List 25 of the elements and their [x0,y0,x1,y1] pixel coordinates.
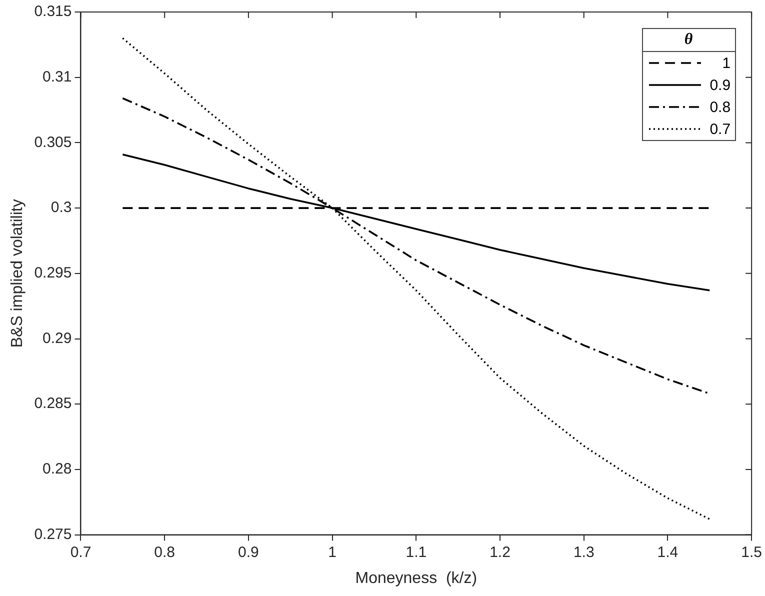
y-tick-label: 0.285 [34,395,72,412]
x-tick-label: 0.8 [154,544,176,561]
x-tick-label: 1 [328,544,336,561]
x-tick-label: 0.9 [238,544,259,561]
x-tick-label: 1.2 [490,544,510,561]
y-axis-title: B&S implied volatility [9,199,26,348]
y-tick-label: 0.275 [34,526,72,543]
x-tick-label: 1.3 [573,544,594,561]
y-tick-label: 0.3 [50,199,72,216]
y-tick-label: 0.31 [42,68,72,86]
y-tick-label: 0.29 [42,330,72,347]
legend-label: 0.7 [708,120,731,138]
x-tick-label: 0.7 [70,544,92,561]
legend-title: θ [642,29,735,52]
y-tick-label: 0.315 [34,3,72,20]
y-tick-label: 0.305 [34,134,72,151]
legend-label: 0.8 [708,98,731,116]
x-tick-label: 1.5 [741,544,762,561]
x-axis-title: Moneyness (k/z) [355,570,478,587]
x-tick-label: 1.1 [406,544,427,561]
y-tick-label: 0.28 [42,460,72,478]
x-tick-label: 1.4 [657,544,678,561]
legend-label: 1 [721,54,731,72]
legend-label: 0.9 [708,76,731,94]
y-tick-label: 0.295 [34,264,72,282]
